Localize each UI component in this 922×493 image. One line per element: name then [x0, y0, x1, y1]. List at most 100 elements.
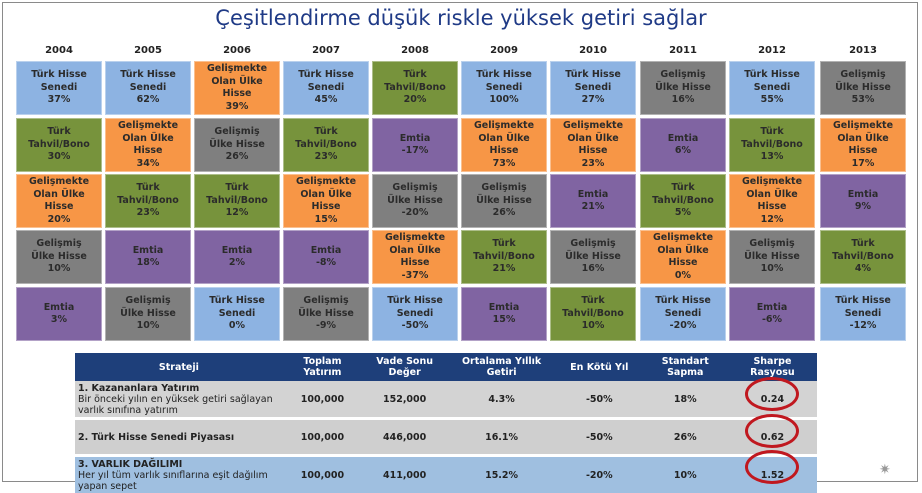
return-value: 30%	[47, 151, 71, 163]
quilt-cell: Emtia -6%	[729, 287, 815, 341]
return-value: 17%	[851, 157, 875, 169]
quilt-cell: Türk Tahvil/Bono 30%	[16, 118, 102, 172]
worst-year: -50%	[555, 381, 643, 417]
asset-class-label: Emtia	[756, 301, 788, 313]
header-final-value: Vade Sonu Değer	[362, 353, 448, 381]
asset-class-label: Emtia	[43, 301, 75, 313]
return-value: -20%	[669, 320, 697, 332]
row-separator	[75, 454, 817, 457]
return-value: 2%	[228, 257, 246, 268]
asset-class-label: Emtia	[132, 244, 164, 256]
asset-class-label: Gelişmekte Olan Ülke Hisse	[562, 120, 624, 156]
quilt-cell: Türk Hisse Senedi 27%	[550, 61, 636, 115]
asset-class-label: Emtia	[488, 301, 520, 313]
sharpe-highlight-ring	[745, 377, 799, 411]
quilt-cell: Gelişmiş Ülke Hisse 10%	[729, 230, 815, 284]
asset-class-label: Türk Hisse Senedi	[209, 295, 265, 319]
asset-class-label: Türk Hisse Senedi	[476, 69, 532, 93]
quilt-cell: Türk Tahvil/Bono 10%	[550, 287, 636, 341]
return-value: -9%	[315, 320, 337, 332]
asset-class-label: Gelişmiş Ülke Hisse	[31, 238, 87, 262]
return-value: -50%	[401, 320, 429, 332]
quilt-cell: Gelişmekte Olan Ülke Hisse 15%	[283, 174, 369, 228]
quilt-cell: Gelişmiş Ülke Hisse 16%	[640, 61, 726, 115]
total-investment: 100,000	[282, 457, 363, 493]
quilt-cell: Gelişmekte Olan Ülke Hisse 17%	[820, 118, 906, 172]
return-value: 15%	[314, 213, 338, 225]
star-icon: ✷	[879, 462, 891, 478]
return-value: 13%	[760, 151, 784, 163]
asset-class-label: Türk Tahvil/Bono	[28, 126, 90, 150]
asset-class-label: Türk Tahvil/Bono	[473, 238, 535, 262]
return-value: 100%	[489, 94, 519, 106]
return-value: 6%	[674, 145, 692, 156]
header-sharpe: Sharpe Rasyosu	[727, 353, 817, 381]
return-value: 39%	[225, 100, 249, 112]
strategy-table: Strateji Toplam Yatırım Vade Sonu Değer …	[75, 353, 817, 493]
asset-class-label: Türk Tahvil/Bono	[652, 182, 714, 206]
year-label: 2013	[849, 45, 877, 56]
return-value: 45%	[314, 94, 338, 106]
quilt-cell: Gelişmiş Ülke Hisse -9%	[283, 287, 369, 341]
return-value: 3%	[50, 314, 68, 325]
return-value: 20%	[403, 94, 427, 106]
quilt-cell: Türk Hisse Senedi 0%	[194, 287, 280, 341]
final-value: 152,000	[362, 381, 448, 417]
quilt-cell: Gelişmekte Olan Ülke Hisse 20%	[16, 174, 102, 228]
final-value: 446,000	[362, 420, 448, 454]
asset-class-label: Türk Tahvil/Bono	[206, 182, 268, 206]
return-value: 23%	[581, 157, 605, 169]
strategy-desc: Bir önceki yılın en yüksek getiri sağlay…	[78, 393, 273, 416]
quilt-cell: Gelişmekte Olan Ülke Hisse 0%	[640, 230, 726, 284]
quilt-cell: Türk Hisse Senedi 100%	[461, 61, 547, 115]
final-value: 411,000	[362, 457, 448, 493]
asset-class-label: Türk Tahvil/Bono	[832, 238, 894, 262]
quilt-cell: Türk Tahvil/Bono 20%	[372, 61, 458, 115]
return-value: -8%	[315, 257, 337, 268]
quilt-cell: Gelişmiş Ülke Hisse 10%	[105, 287, 191, 341]
return-value: 15%	[492, 314, 516, 325]
strategy-cell: 2. Türk Hisse Senedi Piyasası	[75, 420, 283, 454]
year-label: 2008	[401, 45, 429, 56]
average-return: 4.3%	[447, 381, 556, 417]
asset-class-label: Türk Hisse Senedi	[565, 69, 621, 93]
quilt-cell: Emtia 9%	[820, 174, 906, 228]
asset-class-label: Gelişmiş Ülke Hisse	[387, 182, 443, 206]
quilt-cell: Türk Tahvil/Bono 23%	[283, 118, 369, 172]
return-value: 10%	[581, 320, 605, 332]
asset-class-label: Türk Tahvil/Bono	[295, 126, 357, 150]
year-label: 2006	[223, 45, 251, 56]
header-average-return: Ortalama Yıllık Getiri	[447, 353, 556, 381]
total-investment: 100,000	[282, 420, 363, 454]
year-label: 2012	[758, 45, 786, 56]
return-value: 23%	[136, 207, 160, 219]
asset-class-label: Gelişmiş Ülke Hisse	[298, 295, 354, 319]
strategy-name: 3. VARLIK DAĞILIMI	[78, 458, 183, 470]
quilt-cell: Gelişmekte Olan Ülke Hisse 12%	[729, 174, 815, 228]
asset-class-label: Gelişmiş Ülke Hisse	[655, 69, 711, 93]
asset-class-label: Türk Hisse Senedi	[387, 295, 443, 319]
asset-class-label: Türk Hisse Senedi	[835, 295, 891, 319]
quilt-cell: Gelişmekte Olan Ülke Hisse 39%	[194, 61, 280, 115]
asset-class-label: Emtia	[310, 244, 342, 256]
return-value: 20%	[47, 213, 71, 225]
asset-class-quilt: Türk Hisse Senedi 37% Türk Tahvil/Bono 30% G…	[16, 61, 906, 341]
asset-class-label: Türk Hisse Senedi	[31, 69, 87, 93]
quilt-cell: Gelişmekte Olan Ülke Hisse 73%	[461, 118, 547, 172]
quilt-cell: Türk Tahvil/Bono 13%	[729, 118, 815, 172]
quilt-cell: Türk Hisse Senedi 37%	[16, 61, 102, 115]
strategy-table-header: Strateji Toplam Yatırım Vade Sonu Değer …	[75, 353, 817, 381]
return-value: 62%	[136, 94, 160, 106]
asset-class-label: Gelişmekte Olan Ülke Hisse	[117, 120, 179, 156]
quilt-cell: Gelişmekte Olan Ülke Hisse 34%	[105, 118, 191, 172]
quilt-cell: Türk Hisse Senedi -50%	[372, 287, 458, 341]
quilt-cell: Emtia 3%	[16, 287, 102, 341]
quilt-cell: Emtia 2%	[194, 230, 280, 284]
return-value: 9%	[854, 201, 872, 212]
table-row: 3. VARLIK DAĞILIMI Her yıl tüm varlık sı…	[75, 457, 817, 493]
worst-year: -20%	[555, 457, 643, 493]
return-value: 0%	[674, 269, 692, 281]
asset-class-label: Emtia	[847, 188, 879, 200]
asset-class-label: Türk Hisse Senedi	[744, 69, 800, 93]
year-label: 2011	[669, 45, 697, 56]
